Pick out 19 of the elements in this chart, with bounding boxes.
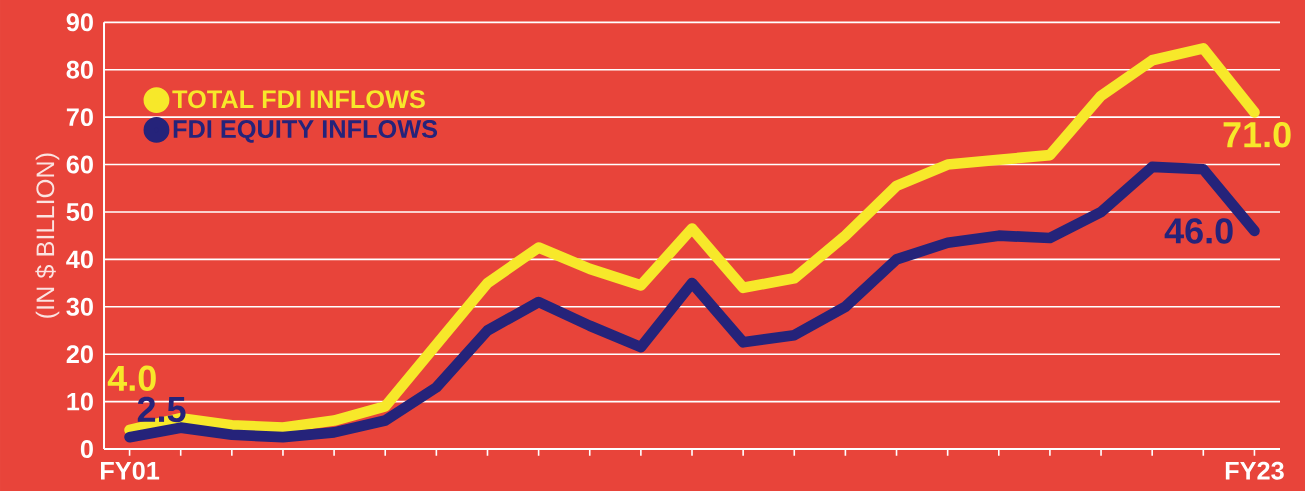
y-axis-title: (IN $ BILLION): [35, 153, 60, 318]
x-tick-label: FY01: [101, 461, 160, 480]
y-tick-label: 50: [66, 202, 93, 221]
y-tick-label: 40: [66, 250, 93, 269]
legend-label: FDI EQUITY INFLOWS: [173, 120, 438, 143]
y-tick-label: 30: [66, 297, 93, 316]
data-label: 46.0: [1164, 218, 1233, 244]
y-tick-label: 20: [66, 345, 93, 364]
data-label: 4.0: [107, 365, 156, 392]
y-tick-label: 70: [66, 108, 93, 127]
y-tick-label: 90: [66, 13, 93, 32]
data-label: 71.0: [1223, 122, 1291, 148]
y-tick-label: 60: [66, 155, 93, 174]
x-tick-label: FY23: [1225, 461, 1284, 480]
data-label: 2.5: [137, 396, 186, 423]
y-tick-label: 0: [80, 440, 93, 458]
y-tick-label: 80: [66, 60, 93, 79]
y-tick-label: 10: [67, 392, 93, 411]
legend-label: TOTAL FDI INFLOWS: [172, 90, 425, 109]
